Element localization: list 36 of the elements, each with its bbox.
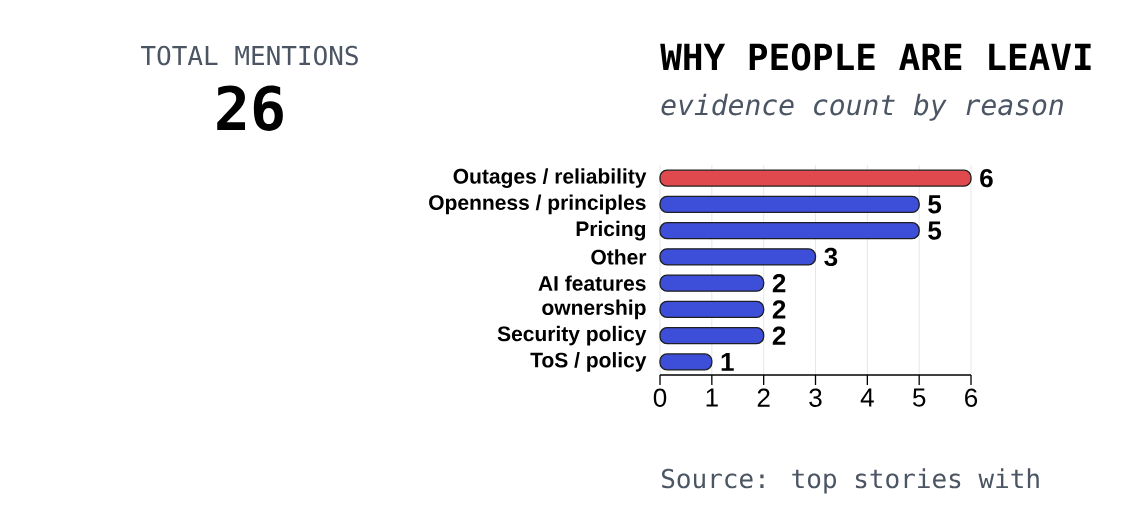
bar — [659, 248, 817, 266]
bar — [659, 169, 972, 187]
chart-title: WHY PEOPLE ARE LEAVI — [660, 43, 1091, 71]
x-tick-label: 3 — [809, 388, 822, 407]
x-tick-label: 2 — [757, 388, 770, 407]
x-tick-label: 1 — [706, 388, 718, 407]
x-tick-label: 0 — [653, 388, 667, 407]
x-tick-label: 6 — [965, 388, 978, 407]
data-label: 6 — [980, 168, 993, 188]
bar — [659, 195, 920, 214]
data-label: 5 — [928, 195, 942, 214]
y-tick-label: Other — [591, 249, 647, 265]
bar — [659, 326, 765, 345]
x-tick-label: 5 — [912, 388, 926, 407]
bar — [659, 274, 765, 292]
y-tick-label: ownership — [542, 299, 646, 320]
data-label: 3 — [824, 247, 838, 267]
x-tick-label: 4 — [860, 388, 874, 407]
y-tick-label: Security policy — [497, 325, 647, 346]
text: TOTAL MENTIONS — [141, 45, 358, 66]
bar — [659, 221, 920, 240]
bar — [659, 300, 765, 319]
data-label: 1 — [721, 352, 734, 371]
y-tick-label: ToS / policy — [530, 352, 647, 372]
y-tick-label: AI features — [538, 275, 646, 291]
y-tick-label: Openness / principles — [429, 194, 646, 215]
y-tick-label: Pricing — [576, 220, 646, 241]
bar — [659, 353, 713, 371]
data-label: 2 — [772, 300, 786, 319]
data-label: 2 — [772, 326, 786, 345]
text: 26 — [217, 85, 283, 131]
data-label: 2 — [772, 274, 786, 293]
y-tick-label: Outages / reliability — [453, 168, 647, 188]
source-note: Source: top stories with — [661, 468, 1039, 494]
data-label: 5 — [928, 221, 942, 240]
chart-subtitle: evidence count by reason — [661, 93, 1063, 121]
